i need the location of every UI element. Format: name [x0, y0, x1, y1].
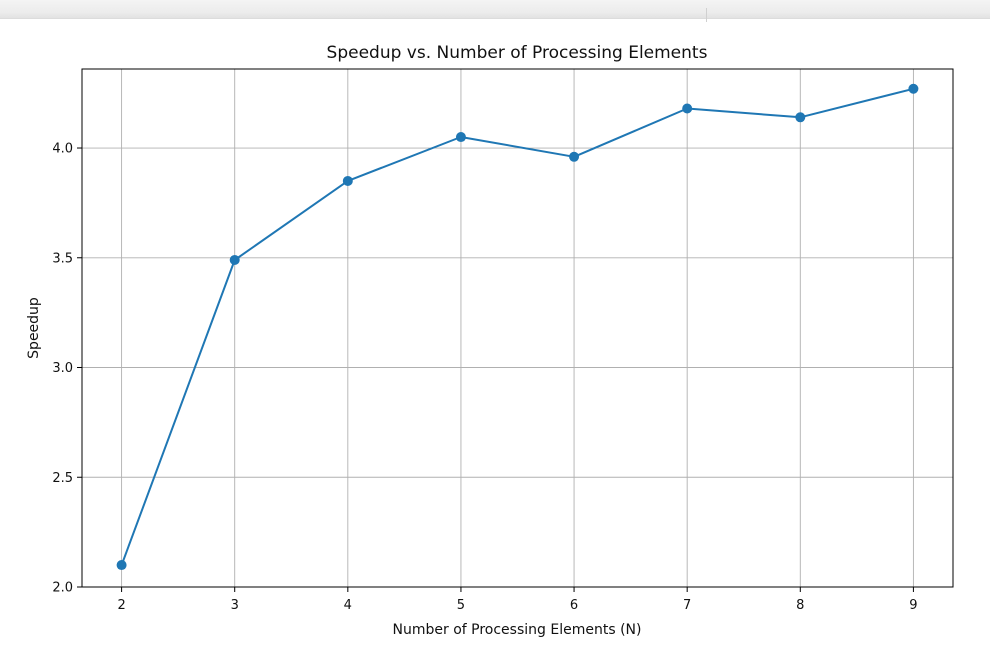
top-strip-divider: [706, 8, 707, 22]
x-tick-label: 4: [344, 598, 352, 613]
x-tick-label: 3: [231, 598, 239, 613]
x-tick-label: 8: [796, 598, 804, 613]
chart-title: Speedup vs. Number of Processing Element…: [327, 43, 708, 63]
top-window-strip: [0, 0, 990, 22]
data-point-marker: [569, 151, 580, 162]
data-point-marker: [455, 132, 466, 143]
data-point-marker: [795, 112, 806, 123]
x-tick-label: 7: [683, 598, 691, 613]
y-tick-label: 3.5: [52, 251, 73, 266]
y-axis-label: Speedup: [26, 297, 42, 359]
axis-ticks: 2 3 4 5 6 7 8 9 2.0 2.5 3.0 3.5 4.0: [52, 142, 917, 613]
data-point-marker: [342, 175, 353, 186]
x-tick-label: 6: [570, 598, 578, 613]
data-point-marker: [908, 83, 919, 94]
data-point-marker: [682, 103, 693, 114]
plot-area-frame: [81, 68, 954, 588]
x-axis-label: Number of Processing Elements (N): [393, 622, 642, 638]
x-tick-label: 2: [117, 598, 125, 613]
data-point-marker: [116, 560, 127, 571]
y-tick-label: 3.0: [52, 361, 73, 376]
y-tick-label: 4.0: [52, 142, 73, 157]
data-series: [116, 83, 919, 571]
y-tick-label: 2.0: [52, 581, 73, 596]
x-tick-label: 5: [457, 598, 465, 613]
x-tick-label: 9: [909, 598, 917, 613]
y-tick-label: 2.5: [52, 471, 73, 486]
series-line: [120, 87, 914, 566]
data-point-marker: [229, 254, 240, 265]
